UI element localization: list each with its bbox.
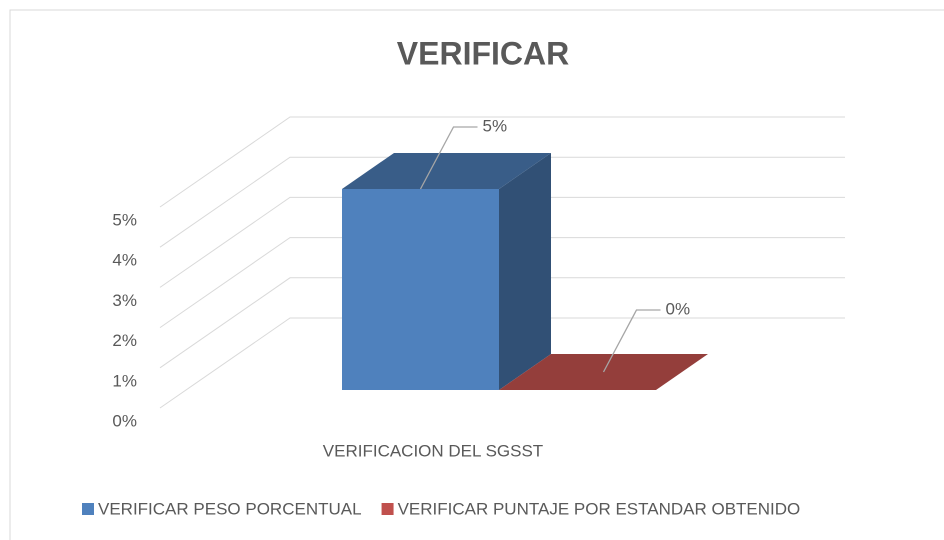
legend-swatch <box>381 503 394 515</box>
grid-line <box>159 237 845 329</box>
y-tick-label: 2% <box>112 331 137 350</box>
bar-top <box>342 153 551 189</box>
grid-line <box>159 277 845 369</box>
x-tick-label: VERIFICACION DEL SGSST <box>323 441 543 460</box>
y-tick-label: 0% <box>112 411 137 430</box>
y-tick-label: 1% <box>112 371 137 390</box>
grid-line <box>159 196 845 288</box>
bar-front <box>342 189 499 390</box>
legend-label: VERIFICAR PESO PORCENTUAL <box>98 499 362 518</box>
y-tick-label: 5% <box>112 210 137 229</box>
chart-title: VERIFICAR <box>397 35 569 71</box>
y-tick-label: 3% <box>112 291 137 310</box>
frame <box>9 9 944 540</box>
legend-swatch <box>82 503 94 515</box>
grid-line <box>159 156 845 248</box>
grid-line <box>159 116 845 208</box>
y-tick-label: 4% <box>112 251 137 270</box>
legend-label: VERIFICAR PUNTAJE POR ESTANDAR OBTENIDO <box>398 499 801 518</box>
bar-side <box>499 153 551 390</box>
grid-line <box>159 317 845 409</box>
data-label: 0% <box>666 299 691 318</box>
data-label: 5% <box>483 116 508 135</box>
leader-line <box>602 309 661 373</box>
leader-line <box>419 126 478 190</box>
